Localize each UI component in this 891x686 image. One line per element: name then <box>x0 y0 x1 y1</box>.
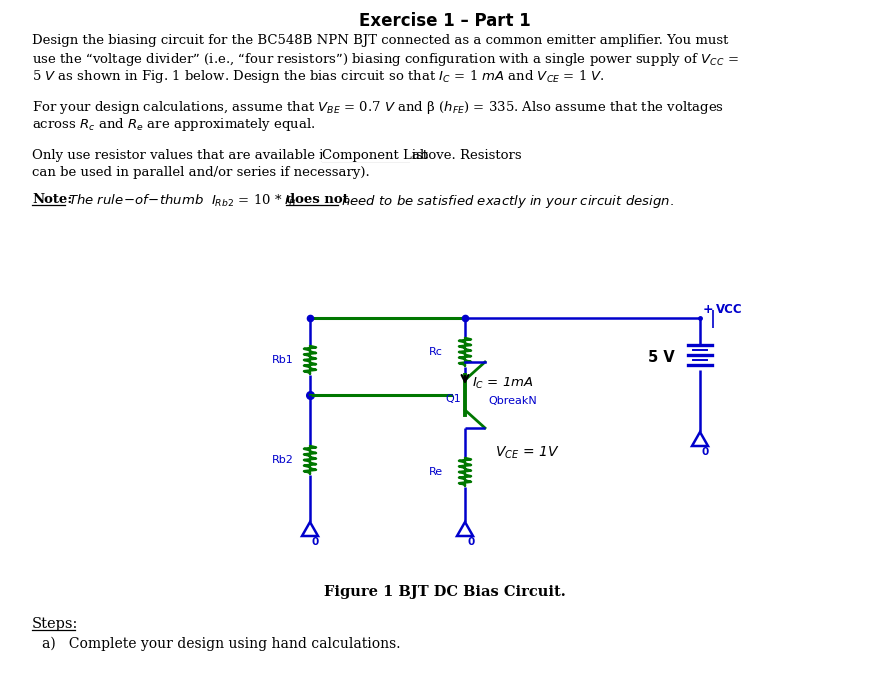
Text: Figure 1 BJT DC Bias Circuit.: Figure 1 BJT DC Bias Circuit. <box>324 585 566 599</box>
Text: does not: does not <box>286 193 348 206</box>
Text: Rb1: Rb1 <box>273 355 294 365</box>
Text: 5 V: 5 V <box>648 349 674 364</box>
Text: Only use resistor values that are available in the: Only use resistor values that are availa… <box>32 149 357 162</box>
Text: QbreakN: QbreakN <box>488 396 536 406</box>
Text: 0: 0 <box>312 537 319 547</box>
Text: Rc: Rc <box>429 347 443 357</box>
Text: Design the biasing circuit for the BC548B NPN BJT connected as a common emitter : Design the biasing circuit for the BC548… <box>32 34 728 47</box>
Text: above. Resistors: above. Resistors <box>412 149 521 162</box>
Text: Re: Re <box>429 467 443 477</box>
Text: Rb2: Rb2 <box>272 455 294 465</box>
Text: $I_C$ = 1mA: $I_C$ = 1mA <box>472 375 534 390</box>
Text: across $R_c$ and $R_e$ are approximately equal.: across $R_c$ and $R_e$ are approximately… <box>32 116 315 133</box>
Text: Note:: Note: <box>32 193 72 206</box>
Text: use the “voltage divider” (i.e., “four resistors”) biasing configuration with a : use the “voltage divider” (i.e., “four r… <box>32 51 739 68</box>
Text: $V_{CE}$ = 1$V$: $V_{CE}$ = 1$V$ <box>495 445 560 461</box>
Text: 5 $V$ as shown in Fig. 1 below. Design the bias circuit so that $I_C$ = 1 $mA$ a: 5 $V$ as shown in Fig. 1 below. Design t… <box>32 68 605 85</box>
Text: $\mathit{The\ rule\!-\!of\!-\!thumb}$  $I_{Rb2}$ = 10 * $I_B$: $\mathit{The\ rule\!-\!of\!-\!thumb}$ $I… <box>68 193 297 209</box>
Text: Component List: Component List <box>322 149 428 162</box>
Text: a)   Complete your design using hand calculations.: a) Complete your design using hand calcu… <box>42 637 400 652</box>
Text: For your design calculations, assume that $V_{BE}$ = 0.7 $V$ and β ($h_{FE}$) = : For your design calculations, assume tha… <box>32 99 724 116</box>
Text: Q1: Q1 <box>446 394 461 404</box>
Text: Steps:: Steps: <box>32 617 78 631</box>
Text: VCC: VCC <box>716 303 742 316</box>
Text: 0: 0 <box>467 537 474 547</box>
Text: +: + <box>703 303 714 316</box>
Text: Exercise 1 – Part 1: Exercise 1 – Part 1 <box>359 12 531 30</box>
Text: can be used in parallel and/or series if necessary).: can be used in parallel and/or series if… <box>32 166 370 179</box>
Text: $\mathit{need\ to\ be\ satisfied\ exactly\ in\ your\ circuit\ design.}$: $\mathit{need\ to\ be\ satisfied\ exactl… <box>341 193 674 210</box>
Text: 0: 0 <box>702 447 709 457</box>
